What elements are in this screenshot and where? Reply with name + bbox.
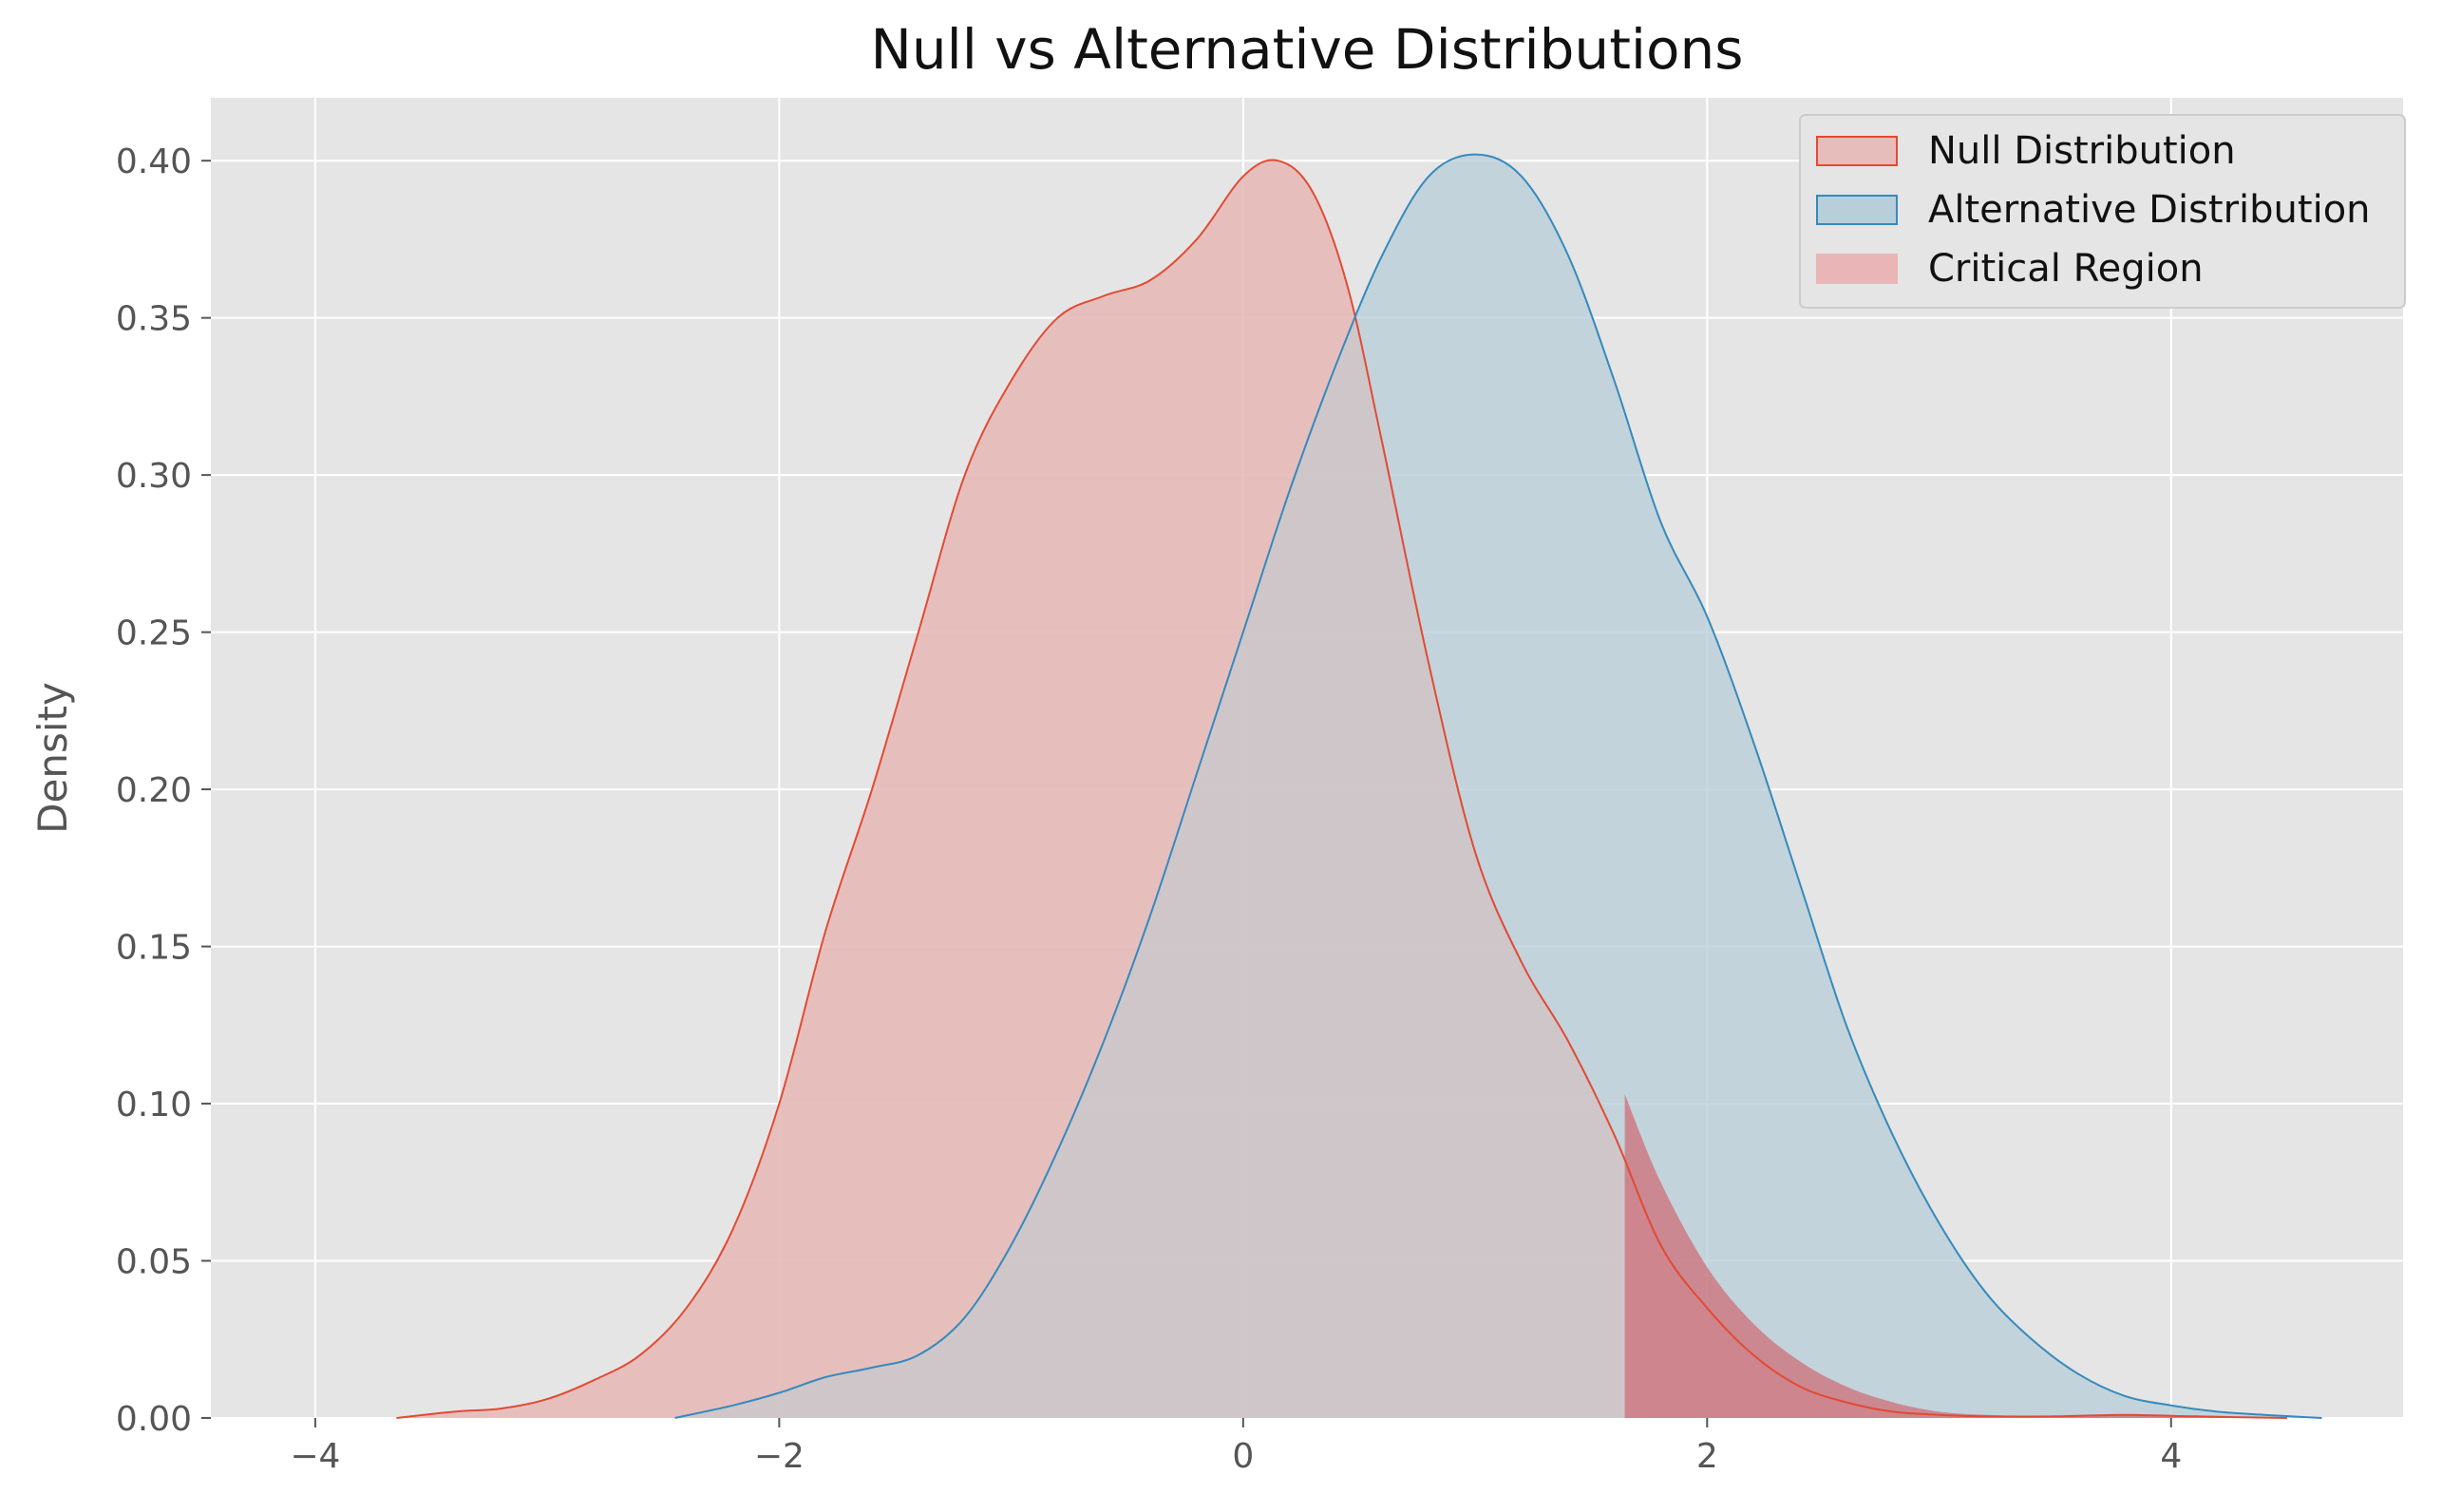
alternative-distribution-line xyxy=(674,153,2322,1419)
x-tick-label-4: 4 xyxy=(2160,1437,2182,1476)
y-tick-label-7: 0.35 xyxy=(116,300,192,339)
density-areas xyxy=(396,153,2322,1419)
y-tick-label-5: 0.25 xyxy=(116,614,192,653)
legend-label-alternative: Alternative Distribution xyxy=(1928,188,2371,232)
x-tick-label-3: 2 xyxy=(1696,1437,1718,1476)
chart-title: Null vs Alternative Distributions xyxy=(870,17,1743,82)
y-tick-label-3: 0.15 xyxy=(116,929,192,968)
y-tick-label-2: 0.10 xyxy=(116,1086,192,1125)
x-tick-label-1: −2 xyxy=(754,1437,805,1476)
legend-swatch-alternative xyxy=(1816,195,1898,225)
legend: Null Distribution Alternative Distributi… xyxy=(1799,114,2406,309)
y-tick-label-0: 0.00 xyxy=(116,1400,192,1439)
y-axis-label: Density xyxy=(29,682,76,834)
y-tick-label-6: 0.30 xyxy=(116,457,192,496)
y-tick-label-1: 0.05 xyxy=(116,1243,192,1282)
legend-label-null: Null Distribution xyxy=(1928,129,2236,173)
critical-region-area xyxy=(1624,1094,2287,1418)
legend-swatch-critical-region xyxy=(1816,254,1898,284)
y-tick-label-8: 0.40 xyxy=(116,142,192,181)
null-distribution-overlay xyxy=(396,160,2287,1418)
null-distribution-line xyxy=(396,159,2287,1419)
alternative-distribution-area xyxy=(674,154,2322,1419)
axis-ticks: −4 −2 0 2 4 0.00 0.05 0.10 0.15 0.20 0.25 0.30 0.35 0… xyxy=(116,142,2182,1476)
legend-frame xyxy=(1799,114,2406,309)
legend-swatch-null xyxy=(1816,136,1898,166)
y-tick-label-4: 0.20 xyxy=(116,771,192,810)
legend-label-critical-region: Critical Region xyxy=(1928,247,2204,291)
x-tick-label-2: 0 xyxy=(1232,1437,1254,1476)
x-tick-label-0: −4 xyxy=(290,1437,340,1476)
